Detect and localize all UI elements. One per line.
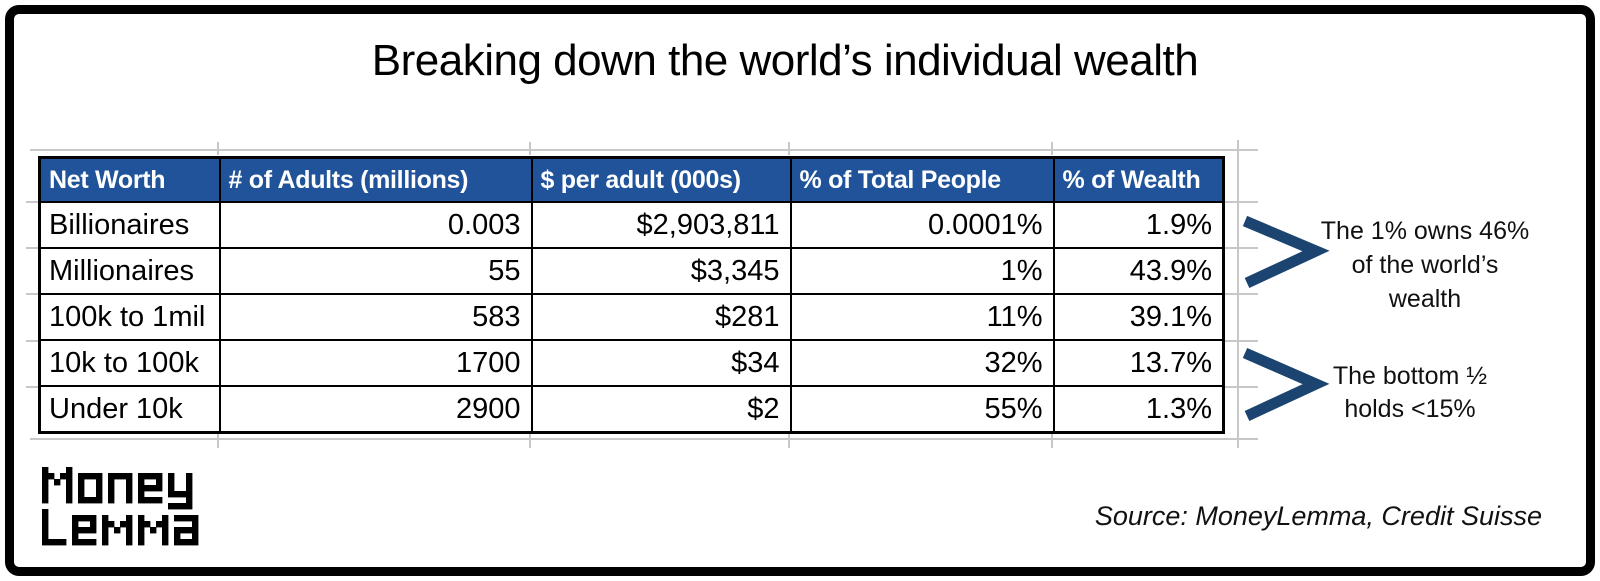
- annotation-line: of the world’s: [1351, 251, 1499, 279]
- value-cell: 43.9%: [1052, 247, 1225, 295]
- annotation-bottom-half: The bottom ½ holds <15%: [1300, 360, 1520, 426]
- value-cell: 55%: [789, 385, 1055, 434]
- table-row: 100k to 1mil 583 $281 11% 39.1%: [38, 293, 1225, 341]
- value-cell: 39.1%: [1052, 293, 1225, 341]
- value-cell: 13.7%: [1052, 339, 1225, 387]
- value-cell: 1%: [789, 247, 1055, 295]
- value-cell: 583: [218, 293, 533, 341]
- column-header: % of Wealth: [1052, 156, 1225, 203]
- value-cell: 2900: [218, 385, 533, 434]
- value-cell: 11%: [789, 293, 1055, 341]
- wealth-table: Net Worth # of Adults (millions) $ per adu…: [38, 156, 1225, 434]
- value-cell: $34: [530, 339, 792, 387]
- table-row: Under 10k 2900 $2 55% 1.3%: [38, 385, 1225, 434]
- table-row: Billionaires 0.003 $2,903,811 0.0001% 1.9%: [38, 201, 1225, 249]
- value-cell: 1.9%: [1052, 201, 1225, 249]
- row-label-cell: Under 10k: [38, 385, 221, 434]
- row-label-cell: 10k to 100k: [38, 339, 221, 387]
- annotation-line: holds <15%: [1344, 395, 1476, 423]
- annotation-line: The bottom ½: [1332, 362, 1488, 390]
- value-cell: 55: [218, 247, 533, 295]
- table-row: 10k to 100k 1700 $34 32% 13.7%: [38, 339, 1225, 387]
- value-cell: $2,903,811: [530, 201, 792, 249]
- value-cell: $3,345: [530, 247, 792, 295]
- value-cell: $281: [530, 293, 792, 341]
- annotation-top-one-percent: The 1% owns 46% of the world’s wealth: [1310, 214, 1540, 316]
- source-attribution: Source: MoneyLemma, Credit Suisse: [1094, 501, 1542, 531]
- row-label-cell: Billionaires: [38, 201, 221, 249]
- row-label-cell: 100k to 1mil: [38, 293, 221, 341]
- column-header: % of Total People: [789, 156, 1055, 203]
- row-label-cell: Millionaires: [38, 247, 221, 295]
- table-row: Millionaires 55 $3,345 1% 43.9%: [38, 247, 1225, 295]
- page-title: Breaking down the world’s individual wea…: [371, 36, 1199, 85]
- column-header: # of Adults (millions): [218, 156, 533, 203]
- annotation-line: The 1% owns 46%: [1320, 217, 1530, 245]
- column-header: $ per adult (000s): [530, 156, 792, 203]
- table-header-row: Net Worth # of Adults (millions) $ per adu…: [38, 156, 1225, 203]
- value-cell: 0.0001%: [789, 201, 1055, 249]
- annotation-line: wealth: [1388, 285, 1462, 313]
- value-cell: 1700: [218, 339, 533, 387]
- value-cell: 0.003: [218, 201, 533, 249]
- value-cell: $2: [530, 385, 792, 434]
- value-cell: 1.3%: [1052, 385, 1225, 434]
- moneylemma-logo: [42, 467, 199, 546]
- column-header: Net Worth: [38, 156, 221, 203]
- value-cell: 32%: [789, 339, 1055, 387]
